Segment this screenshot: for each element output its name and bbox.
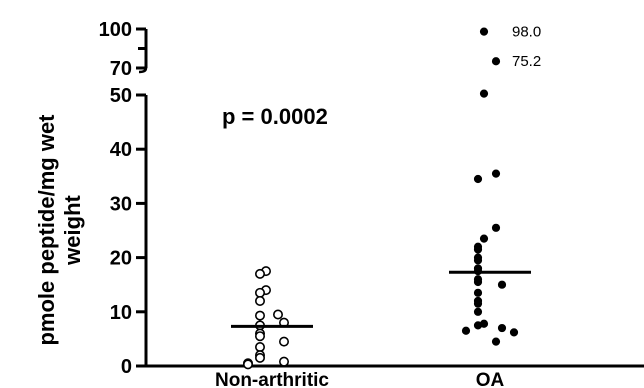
y-tick-label: 20 bbox=[110, 248, 132, 270]
oa-point bbox=[491, 57, 501, 66]
oa-point bbox=[479, 89, 489, 98]
non-arthritic-point bbox=[255, 331, 266, 342]
y-axis-label-line-1: pmole peptide/mg wet bbox=[34, 114, 59, 346]
y-tick-label: 0 bbox=[121, 356, 132, 378]
non-arthritic-point bbox=[272, 309, 283, 320]
oa-point bbox=[473, 299, 483, 308]
data-points bbox=[243, 27, 519, 370]
oa-point bbox=[509, 328, 519, 337]
oa-point bbox=[473, 245, 483, 254]
oa-point bbox=[473, 307, 483, 316]
p-value-annotation: p = 0.0002 bbox=[222, 104, 328, 129]
oa-point bbox=[491, 169, 501, 178]
oa-point bbox=[491, 223, 501, 232]
data-label: 75.2 bbox=[512, 53, 541, 70]
y-axis-label-line-2: weight bbox=[60, 194, 85, 265]
oa-point bbox=[473, 288, 483, 297]
non-arthritic-point bbox=[255, 268, 266, 279]
non-arthritic-point bbox=[243, 359, 254, 370]
axes bbox=[138, 29, 644, 368]
text-labels: pmole peptide/mg wet weight p = 0.0002 N… bbox=[34, 24, 541, 388]
y-tick-label: 100 bbox=[99, 19, 132, 41]
category-label-non-arthritic: Non-arthritic bbox=[215, 370, 329, 388]
y-tick-label: 50 bbox=[110, 85, 132, 107]
non-arthritic-point bbox=[278, 336, 289, 347]
non-arthritic-point bbox=[255, 310, 266, 321]
non-arthritic-point bbox=[255, 352, 266, 363]
oa-point bbox=[497, 323, 507, 333]
oa-point bbox=[479, 234, 489, 243]
oa-point bbox=[491, 337, 501, 346]
y-tick-label: 70 bbox=[110, 58, 132, 80]
oa-point bbox=[497, 280, 507, 289]
oa-point bbox=[479, 27, 489, 36]
oa-point bbox=[473, 277, 483, 287]
non-arthritic-point bbox=[278, 356, 289, 367]
median-lines bbox=[231, 270, 531, 328]
non-arthritic-point bbox=[255, 287, 266, 298]
oa-point bbox=[473, 174, 483, 184]
non-arthritic-point bbox=[255, 295, 266, 306]
data-label: 98.0 bbox=[512, 24, 541, 41]
oa-point bbox=[461, 326, 471, 335]
y-tick-label: 30 bbox=[110, 193, 132, 215]
y-tick-label: 10 bbox=[110, 302, 132, 324]
non-arthritic-point bbox=[255, 342, 266, 353]
oa-point bbox=[473, 256, 483, 265]
category-label-oa: OA bbox=[476, 370, 505, 388]
y-axis-ticks: 0 10 20 30 40 50 70 100 bbox=[99, 19, 146, 378]
y-tick-label: 40 bbox=[110, 139, 132, 161]
oa-point bbox=[473, 321, 483, 330]
